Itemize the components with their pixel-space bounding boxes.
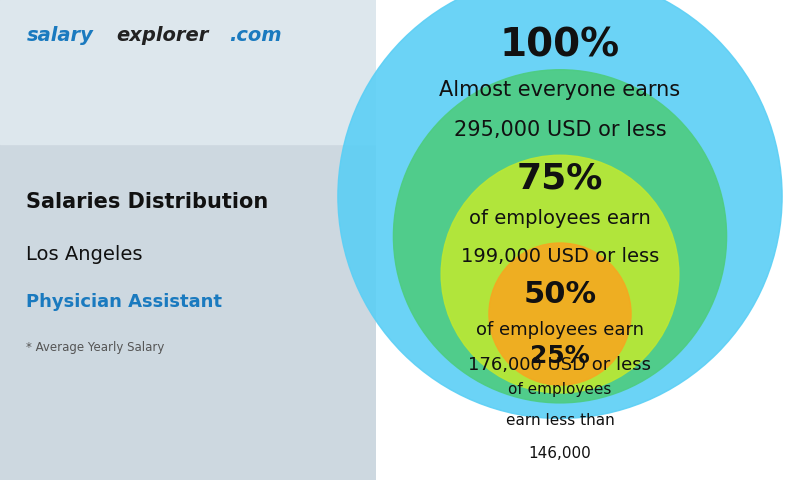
Text: 100%: 100% bbox=[500, 26, 620, 64]
Circle shape bbox=[441, 155, 679, 393]
Circle shape bbox=[394, 70, 726, 403]
Text: 75%: 75% bbox=[517, 162, 603, 195]
Text: 176,000 USD or less: 176,000 USD or less bbox=[469, 356, 651, 374]
Text: * Average Yearly Salary: * Average Yearly Salary bbox=[26, 341, 165, 354]
Text: salary: salary bbox=[26, 26, 93, 46]
Text: Almost everyone earns: Almost everyone earns bbox=[439, 80, 681, 100]
Circle shape bbox=[489, 243, 631, 385]
Text: of employees earn: of employees earn bbox=[469, 209, 651, 228]
Text: Physician Assistant: Physician Assistant bbox=[26, 293, 222, 311]
Text: .com: .com bbox=[230, 26, 282, 46]
Text: 146,000: 146,000 bbox=[529, 446, 591, 461]
Text: 199,000 USD or less: 199,000 USD or less bbox=[461, 247, 659, 266]
Text: Los Angeles: Los Angeles bbox=[26, 245, 143, 264]
Text: 50%: 50% bbox=[523, 279, 597, 309]
Text: of employees earn: of employees earn bbox=[476, 321, 644, 338]
Text: 295,000 USD or less: 295,000 USD or less bbox=[454, 120, 666, 140]
Text: of employees: of employees bbox=[508, 382, 612, 397]
Text: 25%: 25% bbox=[530, 344, 590, 368]
Text: Salaries Distribution: Salaries Distribution bbox=[26, 192, 269, 212]
Text: earn less than: earn less than bbox=[506, 413, 614, 428]
Bar bbox=[0, 0, 376, 144]
Text: explorer: explorer bbox=[117, 26, 209, 46]
Circle shape bbox=[338, 0, 782, 419]
